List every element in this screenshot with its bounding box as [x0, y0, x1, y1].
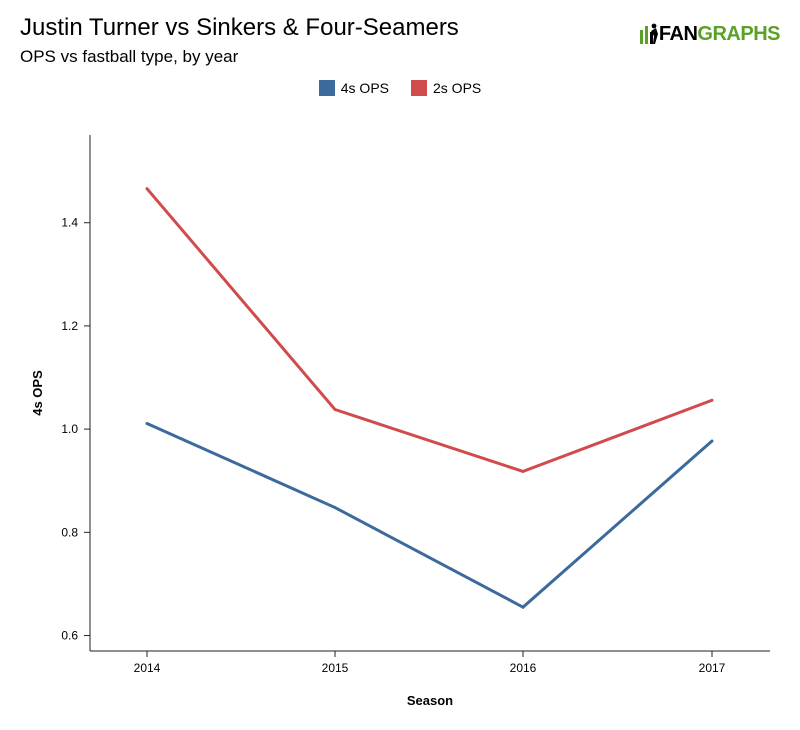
series-line-2s-ops[interactable] [145, 187, 713, 474]
series-lines [145, 187, 714, 609]
y-tick-label: 1.0 [61, 422, 78, 436]
legend-item-2s-ops[interactable]: 2s OPS [411, 80, 481, 96]
x-axis-title: Season [407, 693, 453, 708]
data-point[interactable] [710, 398, 714, 402]
y-tick-label: 0.8 [61, 525, 78, 539]
legend: 4s OPS 2s OPS [0, 80, 800, 96]
y-tick-label: 1.4 [61, 216, 78, 230]
y-tick-label: 1.2 [61, 319, 78, 333]
data-point[interactable] [145, 421, 149, 425]
x-axis-ticks: 2014 2015 2016 2017 [134, 651, 726, 675]
data-point[interactable] [521, 605, 525, 609]
y-tick-label: 0.6 [61, 629, 78, 643]
x-tick-label: 2016 [510, 661, 537, 675]
x-tick-label: 2015 [322, 661, 349, 675]
y-axis-title: 4s OPS [30, 370, 45, 416]
data-point[interactable] [333, 506, 337, 510]
legend-swatch-2s-ops [411, 80, 427, 96]
baseball-player-icon [639, 23, 658, 44]
legend-item-4s-ops[interactable]: 4s OPS [318, 80, 389, 96]
x-tick-label: 2017 [699, 661, 726, 675]
logo-text: FANGRAPHS [658, 23, 781, 45]
legend-label-2s-ops: 2s OPS [433, 80, 482, 96]
data-point[interactable] [710, 439, 714, 443]
legend-label-4s-ops: 4s OPS [340, 80, 389, 96]
legend-swatch-4s-ops [318, 80, 335, 96]
data-point[interactable] [333, 408, 337, 412]
y-axis-ticks: 0.6 0.8 1.0 1.2 1.4 [61, 216, 90, 643]
data-point[interactable] [521, 469, 525, 473]
series-line-4s-ops[interactable] [146, 422, 713, 609]
data-point[interactable] [145, 187, 149, 191]
fangraphs-logo: FANGRAPHS [639, 22, 780, 46]
chart-title: Justin Turner vs Sinkers & Four-Seamers [20, 14, 459, 41]
x-tick-label: 2014 [134, 661, 161, 675]
chart-subtitle: OPS vs fastball type, by year [20, 47, 239, 66]
